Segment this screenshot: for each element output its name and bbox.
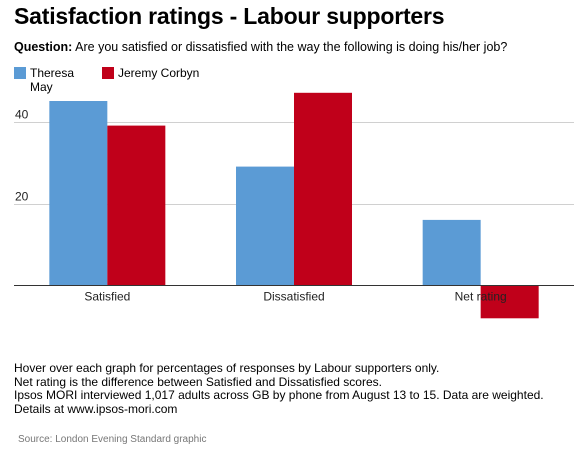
x-category-label: Satisfied bbox=[84, 290, 130, 304]
legend-swatch-theresa-may bbox=[14, 67, 26, 79]
legend-label-theresa-may: Theresa May bbox=[30, 66, 75, 94]
y-tick-label-20: 20 bbox=[15, 190, 29, 204]
question-body: Are you satisfied or dissatisfied with t… bbox=[75, 40, 508, 54]
note-net-rating: Net rating is the difference between Sat… bbox=[14, 374, 382, 389]
bar-jeremy-corbyn-satisfied[interactable] bbox=[107, 125, 166, 286]
chart-title: Satisfaction ratings - Labour supporters bbox=[14, 3, 445, 29]
legend-label-jeremy-corbyn: Jeremy Corbyn bbox=[118, 66, 200, 80]
legend-swatch-jeremy-corbyn bbox=[102, 67, 114, 79]
bar-theresa-may-dissatisfied[interactable] bbox=[236, 166, 294, 286]
note-methodology: Ipsos MORI interviewed 1,017 adults acro… bbox=[14, 388, 544, 416]
y-tick-label-40: 40 bbox=[15, 108, 29, 122]
source-credit: Source: London Evening Standard graphic bbox=[18, 434, 207, 445]
x-category-label: Dissatisfied bbox=[263, 290, 324, 304]
bar-jeremy-corbyn-dissatisfied[interactable] bbox=[294, 92, 352, 286]
note-hover: Hover over each graph for percentages of… bbox=[14, 361, 440, 375]
bar-theresa-may-net-rating[interactable] bbox=[422, 219, 481, 286]
x-category-label: Net rating bbox=[455, 290, 507, 304]
chart-notes: Hover over each graph for percentages of… bbox=[14, 361, 574, 416]
bar-theresa-may-satisfied[interactable] bbox=[49, 101, 108, 286]
bar-jeremy-corbyn-net-rating[interactable] bbox=[480, 285, 539, 319]
bar-chart: 20 40 Satisfied Dissatisfied Net rating bbox=[14, 92, 574, 319]
question-text: Question: Are you satisfied or dissatisf… bbox=[14, 40, 507, 54]
question-label: Question: bbox=[14, 40, 73, 54]
